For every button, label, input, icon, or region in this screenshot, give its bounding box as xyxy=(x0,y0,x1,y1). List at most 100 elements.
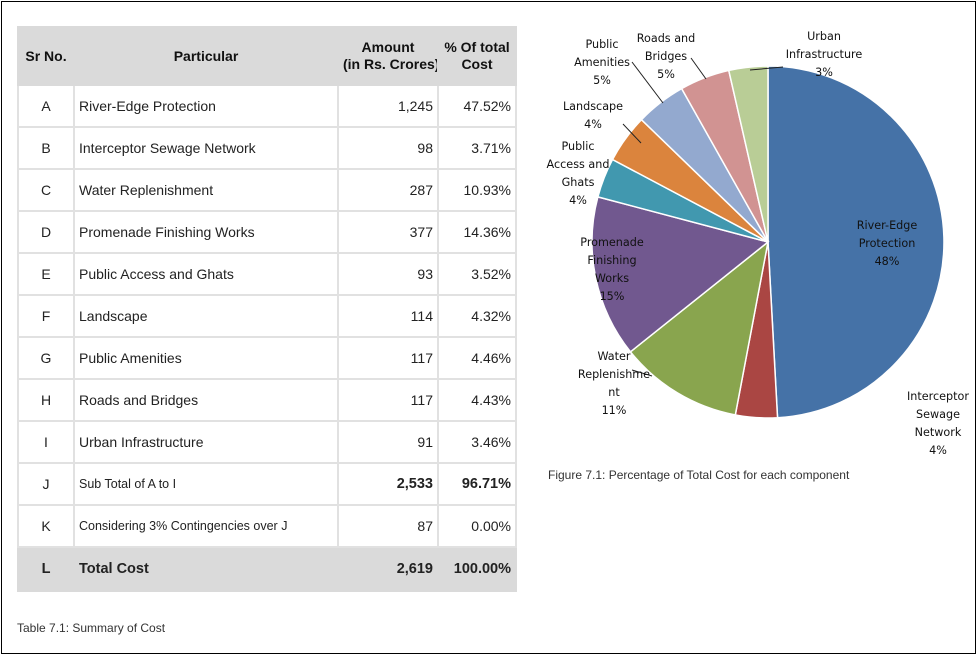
pie-label-line: Finishing xyxy=(587,254,636,267)
cell-amount: 287 xyxy=(337,168,439,212)
cell-percent: 10.93% xyxy=(437,168,517,212)
header-amount-line1: Amount xyxy=(361,39,415,55)
header-percent-line1: % Of total xyxy=(444,39,510,55)
cell-particular: Water Replenishment xyxy=(73,168,339,212)
leader-line-landscape xyxy=(622,123,642,144)
cell-sr: A xyxy=(17,84,75,128)
pie-label-line: Network xyxy=(915,426,962,439)
pie-label-line: Access and xyxy=(547,158,610,171)
cell-sr: D xyxy=(17,210,75,254)
pie-label-line: Infrastructure xyxy=(786,48,863,61)
pie-label-line: River-Edge xyxy=(857,219,918,232)
cell-percent: 4.43% xyxy=(437,378,517,422)
table-row: A River-Edge Protection 1,245 47.52% xyxy=(17,84,517,128)
header-amount: Amount (in Rs. Crores) xyxy=(337,26,439,86)
cell-sr: H xyxy=(17,378,75,422)
leader-line-urban-infrastructure xyxy=(749,66,784,71)
cell-amount: 87 xyxy=(337,504,439,548)
cell-sr: G xyxy=(17,336,75,380)
pie-label-urban-infrastructure: Urban Infrastructure 3% xyxy=(786,30,863,79)
cell-amount: 2,619 xyxy=(337,546,439,592)
cell-particular: Urban Infrastructure xyxy=(73,420,339,464)
pie-label-line: Water xyxy=(597,350,630,363)
pie-label-line: Protection xyxy=(859,237,916,250)
cell-percent: 14.36% xyxy=(437,210,517,254)
pie-label-line: 15% xyxy=(600,290,625,303)
cell-amount: 117 xyxy=(337,378,439,422)
cell-amount: 377 xyxy=(337,210,439,254)
cell-amount: 2,533 xyxy=(337,462,439,506)
leader-line-water-replenishment xyxy=(631,369,653,377)
header-percent: % Of total Cost xyxy=(437,26,517,86)
pie-label-line: 4% xyxy=(569,194,587,207)
cell-particular: Landscape xyxy=(73,294,339,338)
cell-amount: 117 xyxy=(337,336,439,380)
cell-percent: 0.00% xyxy=(437,504,517,548)
pie-label-line: Works xyxy=(595,272,629,285)
table-row: B Interceptor Sewage Network 98 3.71% xyxy=(17,126,517,170)
pie-label-line: Interceptor xyxy=(907,390,969,403)
cell-particular: River-Edge Protection xyxy=(73,84,339,128)
leader-line-roads-and-bridges xyxy=(690,57,707,80)
total-row: L Total Cost 2,619 100.00% xyxy=(17,546,517,592)
pie-label-line: Roads and xyxy=(637,32,696,45)
cell-percent: 3.46% xyxy=(437,420,517,464)
subtotal-row: J Sub Total of A to I 2,533 96.71% xyxy=(17,462,517,506)
pie-label-roads-and-bridges: Roads and Bridges 5% xyxy=(637,32,696,81)
pie-slice-river-edge-protection xyxy=(767,65,945,419)
pie-label-line: 3% xyxy=(815,66,833,79)
pie-label-landscape: Landscape 4% xyxy=(563,100,623,131)
cell-particular: Considering 3% Contingencies over J xyxy=(73,504,339,548)
pie-label-line: 11% xyxy=(602,404,627,417)
pie-slice-promenade-finishing-works xyxy=(591,195,770,353)
cell-particular: Public Amenities xyxy=(73,336,339,380)
cell-sr: E xyxy=(17,252,75,296)
pie-label-water-replenishment: Water Replenishme nt 11% xyxy=(578,350,650,417)
pie-label-river-edge-protection: River-Edge Protection 48% xyxy=(857,219,918,268)
cell-particular: Total Cost xyxy=(73,546,339,592)
table-row: I Urban Infrastructure 91 3.46% xyxy=(17,420,517,464)
cell-percent: 4.32% xyxy=(437,294,517,338)
cell-sr: K xyxy=(17,504,75,548)
cell-percent: 100.00% xyxy=(437,546,517,592)
cell-amount: 114 xyxy=(337,294,439,338)
pie-label-line: Ghats xyxy=(562,176,595,189)
cell-particular: Promenade Finishing Works xyxy=(73,210,339,254)
cell-percent: 3.52% xyxy=(437,252,517,296)
pie-slice-urban-infrastructure xyxy=(727,65,769,243)
cell-amount: 1,245 xyxy=(337,84,439,128)
table-row: E Public Access and Ghats 93 3.52% xyxy=(17,252,517,296)
pie-label-line: 48% xyxy=(875,255,900,268)
pie-label-line: Bridges xyxy=(645,50,687,63)
cell-sr: L xyxy=(17,546,75,592)
table-row: C Water Replenishment 287 10.93% xyxy=(17,168,517,212)
pie-label-line: 4% xyxy=(929,444,947,457)
pie-label-promenade-finishing-works: Promenade Finishing Works 15% xyxy=(580,236,644,303)
table-row: F Landscape 114 4.32% xyxy=(17,294,517,338)
figure-caption: Figure 7.1: Percentage of Total Cost for… xyxy=(548,468,850,482)
table-row: G Public Amenities 117 4.46% xyxy=(17,336,517,380)
pie-label-line: 5% xyxy=(657,68,675,81)
pie-label-line: Urban xyxy=(807,30,841,43)
pie-label-line: 5% xyxy=(593,74,611,87)
header-particular: Particular xyxy=(73,26,339,86)
cell-sr: C xyxy=(17,168,75,212)
cell-amount: 93 xyxy=(337,252,439,296)
pie-label-line: 4% xyxy=(584,118,602,131)
cell-amount: 98 xyxy=(337,126,439,170)
pie-label-line: Promenade xyxy=(580,236,644,249)
cell-sr: J xyxy=(17,462,75,506)
cell-particular: Public Access and Ghats xyxy=(73,252,339,296)
cell-particular: Sub Total of A to I xyxy=(73,462,339,506)
pie-label-line: Replenishme xyxy=(578,368,650,381)
pie-label-public-amenities: Public Amenities 5% xyxy=(574,38,630,87)
cell-percent: 47.52% xyxy=(437,84,517,128)
header-sr-no: Sr No. xyxy=(17,26,75,86)
cell-sr: B xyxy=(17,126,75,170)
table-caption: Table 7.1: Summary of Cost xyxy=(17,621,166,635)
pie-slice-water-replenishment xyxy=(629,240,770,416)
cell-sr: I xyxy=(17,420,75,464)
pie-label-line: nt xyxy=(608,386,620,399)
cell-amount: 91 xyxy=(337,420,439,464)
